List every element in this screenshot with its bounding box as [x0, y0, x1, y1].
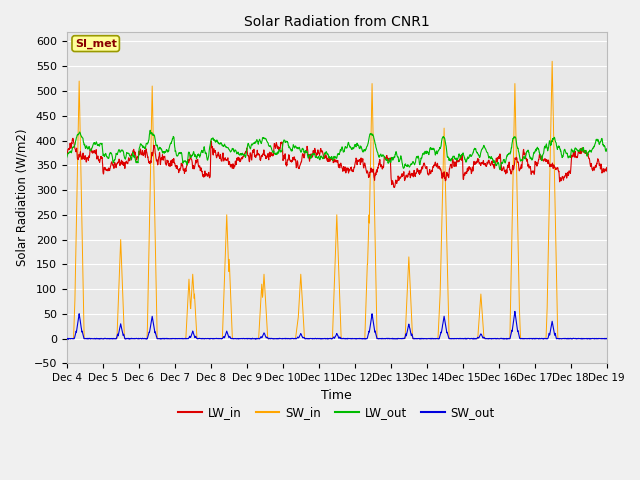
SW_out [364, 332, 372, 338]
LW_in [63, 150, 70, 156]
LW_in [603, 165, 611, 170]
Line: SW_out: SW_out [67, 312, 607, 339]
LW_out [556, 144, 563, 150]
LW_out [63, 155, 70, 160]
LW_in [214, 152, 221, 158]
SW_out [324, 336, 332, 342]
Text: SI_met: SI_met [75, 38, 116, 49]
SW_out [571, 336, 579, 342]
LW_out [214, 139, 221, 144]
LW_in [494, 155, 502, 160]
SW_out [494, 336, 502, 342]
SW_out [213, 336, 221, 341]
SW_in [493, 336, 501, 341]
SW_out [603, 336, 611, 341]
LW_in [364, 171, 372, 177]
LW_in [353, 156, 360, 162]
SW_out [556, 336, 563, 341]
SW_out [353, 336, 360, 342]
LW_out [494, 160, 502, 166]
SW_in [556, 336, 563, 341]
LW_in [556, 176, 563, 181]
SW_in [364, 253, 372, 259]
Line: SW_in: SW_in [67, 61, 607, 338]
SW_in [213, 336, 221, 341]
LW_out [364, 141, 372, 146]
LW_out [571, 148, 579, 154]
LW_out [147, 127, 154, 133]
Y-axis label: Solar Radiation (W/m2): Solar Radiation (W/m2) [15, 129, 28, 266]
LW_in [571, 154, 579, 160]
LW_out [603, 146, 611, 152]
LW_out [496, 167, 504, 173]
SW_out [63, 336, 70, 341]
LW_in [391, 184, 399, 190]
SW_in [352, 336, 360, 341]
X-axis label: Time: Time [321, 389, 352, 402]
Legend: LW_in, SW_in, LW_out, SW_out: LW_in, SW_in, LW_out, SW_out [173, 401, 500, 424]
Line: LW_out: LW_out [67, 130, 607, 170]
SW_in [603, 336, 611, 341]
SW_out [511, 309, 519, 314]
SW_in [63, 336, 70, 341]
SW_in [548, 59, 556, 64]
LW_out [353, 142, 360, 147]
SW_in [570, 336, 578, 341]
Line: LW_in: LW_in [67, 138, 607, 187]
LW_in [69, 135, 77, 141]
Title: Solar Radiation from CNR1: Solar Radiation from CNR1 [244, 15, 429, 29]
